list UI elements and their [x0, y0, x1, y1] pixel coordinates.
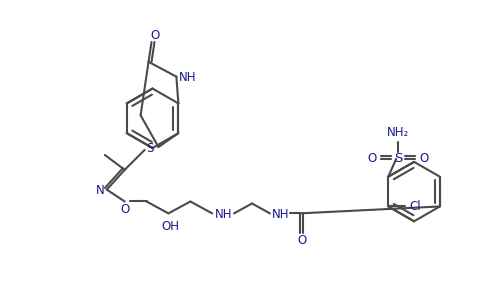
Text: N: N — [96, 184, 104, 197]
Text: NH: NH — [179, 71, 196, 84]
Text: O: O — [150, 29, 159, 41]
Text: NH₂: NH₂ — [387, 126, 409, 139]
Text: NH: NH — [272, 208, 289, 221]
Text: O: O — [368, 152, 377, 165]
Text: O: O — [297, 234, 306, 247]
Text: NH: NH — [215, 208, 232, 221]
Text: S: S — [394, 152, 402, 165]
Text: Cl: Cl — [409, 200, 421, 213]
Text: OH: OH — [161, 220, 179, 233]
Text: O: O — [419, 152, 429, 165]
Text: O: O — [120, 203, 129, 216]
Text: S: S — [146, 142, 153, 155]
